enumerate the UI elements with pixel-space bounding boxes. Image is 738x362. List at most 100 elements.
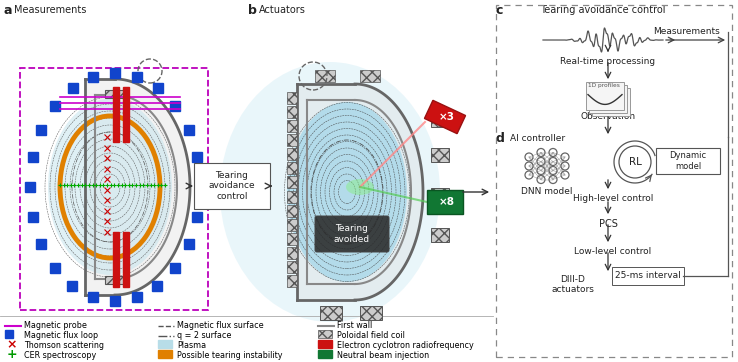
Ellipse shape xyxy=(48,99,172,275)
Text: d: d xyxy=(496,132,505,145)
Bar xyxy=(88,292,98,302)
Bar xyxy=(113,87,119,142)
Text: AI controller: AI controller xyxy=(510,134,565,143)
Bar xyxy=(589,85,627,113)
Text: Magnetic probe: Magnetic probe xyxy=(24,321,87,331)
Bar xyxy=(158,350,172,358)
Text: Real-time processing: Real-time processing xyxy=(560,57,655,66)
Text: Tearing
avoided: Tearing avoided xyxy=(334,224,370,244)
Bar xyxy=(318,330,332,338)
Bar xyxy=(287,261,297,273)
Bar xyxy=(360,70,380,82)
Bar xyxy=(287,92,297,104)
Bar xyxy=(287,205,297,216)
Bar xyxy=(132,72,142,82)
Bar xyxy=(67,281,77,291)
Bar xyxy=(431,188,449,202)
Bar xyxy=(496,5,732,357)
Bar xyxy=(123,232,129,287)
Text: CER spectroscopy: CER spectroscopy xyxy=(24,352,96,361)
Polygon shape xyxy=(297,84,423,300)
Bar xyxy=(195,182,205,192)
Text: Observation: Observation xyxy=(581,112,635,121)
Text: a: a xyxy=(3,4,12,17)
Text: ×3: ×3 xyxy=(439,112,455,122)
Bar xyxy=(287,163,297,174)
Bar xyxy=(5,330,13,338)
Bar xyxy=(153,281,162,291)
Bar xyxy=(287,233,297,245)
Polygon shape xyxy=(85,79,190,295)
Bar xyxy=(36,125,46,135)
Text: q = 2 surface: q = 2 surface xyxy=(177,332,232,341)
Bar xyxy=(110,68,120,78)
Text: 25-ms interval: 25-ms interval xyxy=(615,272,681,281)
Bar xyxy=(320,306,342,320)
Bar xyxy=(158,340,172,348)
Text: ×8: ×8 xyxy=(439,197,455,207)
Text: Poloidal field coil: Poloidal field coil xyxy=(337,332,405,341)
Bar xyxy=(110,296,120,306)
Text: +: + xyxy=(7,349,18,362)
FancyBboxPatch shape xyxy=(612,267,684,285)
Bar xyxy=(287,176,297,189)
Bar xyxy=(287,247,297,259)
Text: Tearing avoidance control: Tearing avoidance control xyxy=(540,5,666,15)
Text: Measurements: Measurements xyxy=(653,28,720,37)
Bar xyxy=(318,340,332,348)
Text: 1D profiles: 1D profiles xyxy=(588,83,620,88)
Bar xyxy=(192,152,202,163)
Text: Possible tearing instability: Possible tearing instability xyxy=(177,352,283,361)
Bar xyxy=(192,211,202,222)
Text: Tearing
avoidance
control: Tearing avoidance control xyxy=(209,171,255,201)
Bar xyxy=(592,88,630,116)
Text: Dynamic
model: Dynamic model xyxy=(669,151,706,171)
Text: Thomson scattering: Thomson scattering xyxy=(24,341,104,350)
Ellipse shape xyxy=(346,179,374,195)
Bar xyxy=(431,113,449,127)
Bar xyxy=(67,83,77,93)
Text: First wall: First wall xyxy=(337,321,372,331)
Bar xyxy=(360,306,382,320)
Bar xyxy=(28,211,38,222)
Text: Measurements: Measurements xyxy=(14,5,86,15)
Bar xyxy=(184,125,193,135)
Bar xyxy=(113,232,119,287)
Bar xyxy=(153,83,162,93)
FancyBboxPatch shape xyxy=(656,148,720,174)
FancyBboxPatch shape xyxy=(424,100,466,134)
Bar xyxy=(170,101,180,111)
Bar xyxy=(88,72,98,82)
Bar xyxy=(431,228,449,242)
Bar xyxy=(50,262,60,273)
Text: ×: × xyxy=(6,338,16,352)
Bar xyxy=(287,120,297,132)
Bar xyxy=(170,262,180,273)
FancyBboxPatch shape xyxy=(315,216,389,252)
Text: RL: RL xyxy=(629,157,641,167)
Text: c: c xyxy=(496,4,503,17)
Bar xyxy=(318,350,332,358)
Text: Low-level control: Low-level control xyxy=(574,247,652,256)
Text: DIII-D
actuators: DIII-D actuators xyxy=(551,275,594,294)
Bar xyxy=(287,219,297,231)
Bar xyxy=(287,190,297,202)
Bar xyxy=(132,292,142,302)
Bar xyxy=(105,90,125,98)
Bar xyxy=(20,68,208,310)
Bar xyxy=(123,87,129,142)
Text: DNN model: DNN model xyxy=(521,187,573,196)
Bar xyxy=(287,134,297,146)
Bar xyxy=(431,148,449,162)
Text: Magnetic flux surface: Magnetic flux surface xyxy=(177,321,263,331)
Bar xyxy=(105,276,125,284)
Text: Actuators: Actuators xyxy=(259,5,306,15)
Bar xyxy=(50,101,60,111)
Bar xyxy=(28,152,38,163)
Text: PCS: PCS xyxy=(599,219,618,229)
Ellipse shape xyxy=(287,102,407,282)
Text: b: b xyxy=(248,4,257,17)
Ellipse shape xyxy=(220,62,440,322)
Bar xyxy=(25,182,35,192)
Text: Neutral beam injection: Neutral beam injection xyxy=(337,352,429,361)
